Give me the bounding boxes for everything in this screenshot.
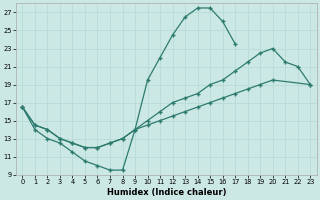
- X-axis label: Humidex (Indice chaleur): Humidex (Indice chaleur): [107, 188, 226, 197]
